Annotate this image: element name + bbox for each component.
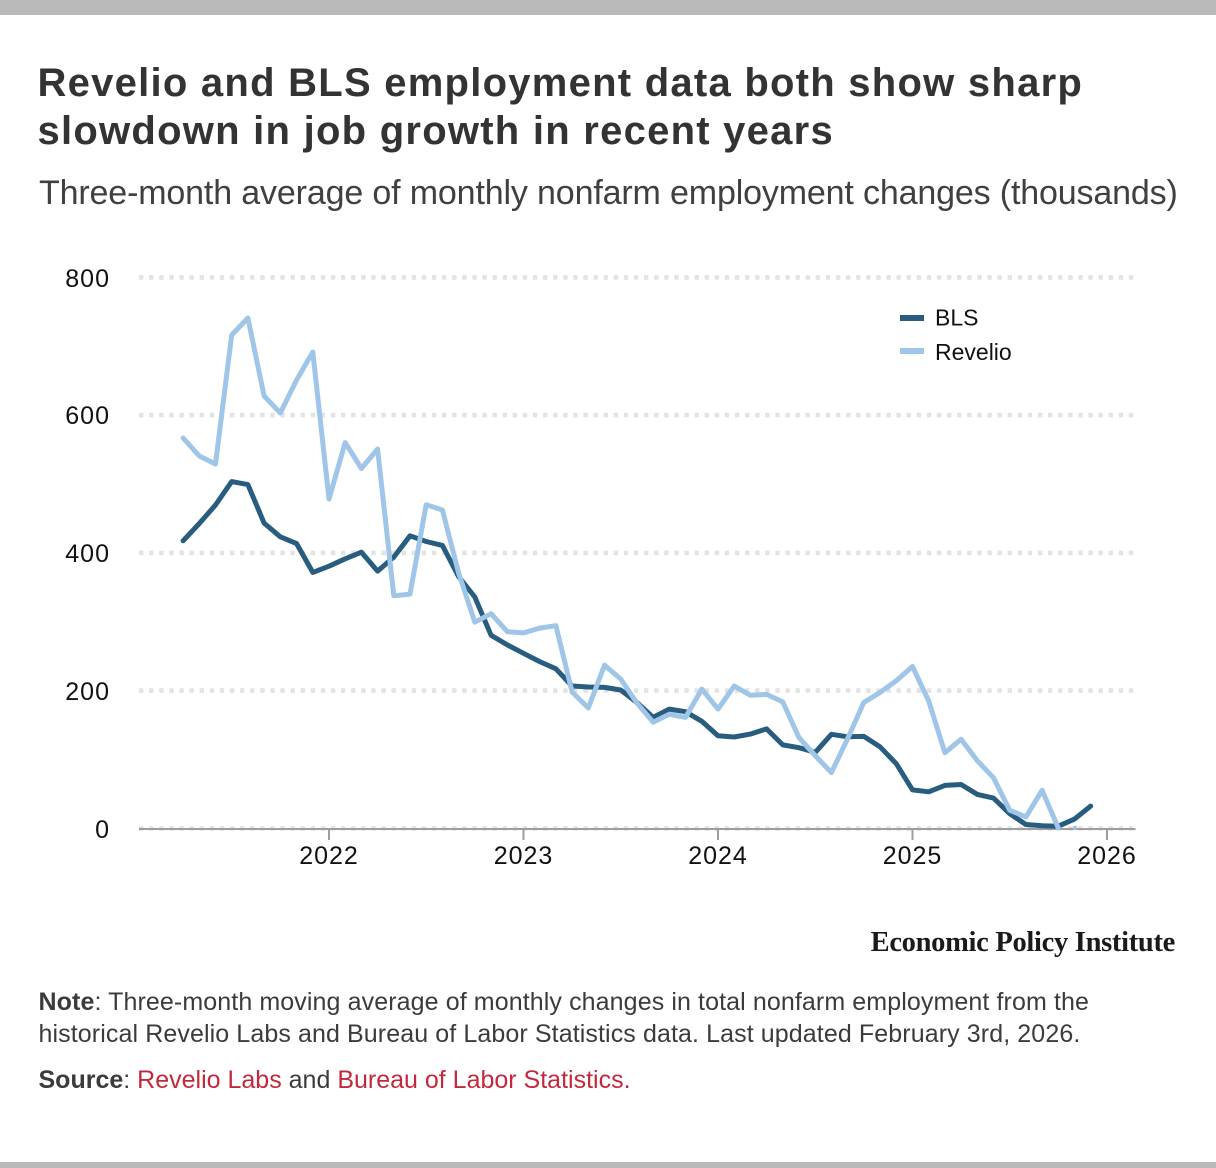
svg-text:2024: 2024 <box>688 842 748 870</box>
svg-text:0: 0 <box>95 816 110 844</box>
svg-text:Revelio: Revelio <box>935 339 1012 365</box>
svg-text:400: 400 <box>65 540 110 568</box>
svg-text:2025: 2025 <box>883 842 943 870</box>
svg-text:600: 600 <box>65 402 110 430</box>
svg-text:2026: 2026 <box>1077 842 1137 870</box>
svg-text:2023: 2023 <box>494 842 554 870</box>
svg-text:2022: 2022 <box>299 842 359 870</box>
svg-text:BLS: BLS <box>935 305 978 331</box>
svg-text:200: 200 <box>65 678 110 706</box>
svg-text:800: 800 <box>65 265 110 293</box>
